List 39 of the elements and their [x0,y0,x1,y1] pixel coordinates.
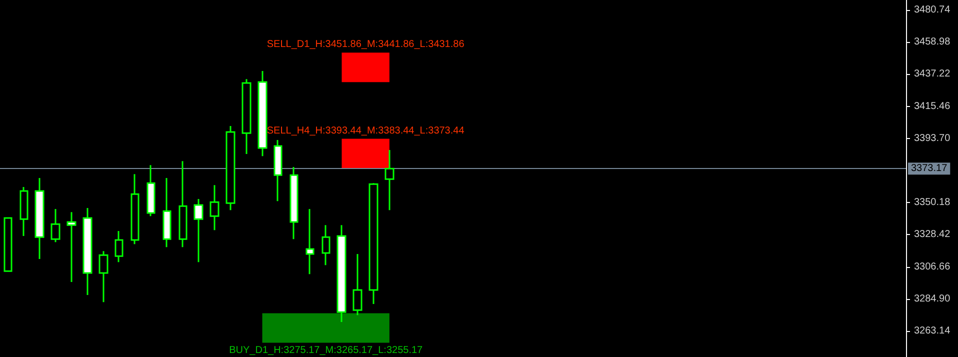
y-tick-label: 3284.90 [914,293,951,304]
candlestick [306,208,314,275]
y-tick-label: 3458.98 [914,36,951,48]
ref-line-label: 3373.17 [911,163,948,174]
candlestick [162,177,172,248]
candlestick [34,177,44,260]
band-label: BUY_D1_H:3275.17_M:3265.17_L:3255.17 [229,345,424,356]
candlestick [146,164,156,217]
band-label: SELL_D1_H:3451.86_M:3441.86_L:3431.86 [266,39,465,50]
candlestick [50,208,60,243]
candlestick [322,224,330,266]
candlestick [114,230,124,263]
y-tick-label: 3480.74 [914,4,951,16]
y-tick-label: 3306.66 [914,261,951,272]
candlestick [226,125,236,211]
candlestick [274,139,282,202]
candlestick [258,70,268,157]
candlestick [242,78,252,155]
y-tick-label: 3393.70 [914,132,951,144]
candlestick [82,207,92,296]
candlestick [98,250,108,303]
y-tick-label: 3328.42 [914,229,951,240]
candlestick [336,224,346,323]
y-tick-label: 3437.22 [914,68,951,80]
candlestick [210,184,220,231]
candlestick [20,186,28,237]
candlestick [130,173,140,245]
candlestick [194,198,204,263]
candlestick [4,217,12,272]
y-tick-label: 3263.14 [914,325,951,336]
candlestick [178,160,188,248]
band-label: SELL_H4_H:3393.44_M:3383.44_L:3373.44 [266,125,465,136]
candlestick [352,253,362,316]
candlestick [66,211,76,283]
y-tick-label: 3415.46 [914,100,951,112]
candlestick [368,182,378,305]
y-tick-label: 3350.18 [914,197,951,208]
candlestick [384,149,394,211]
candlestick [290,166,298,240]
